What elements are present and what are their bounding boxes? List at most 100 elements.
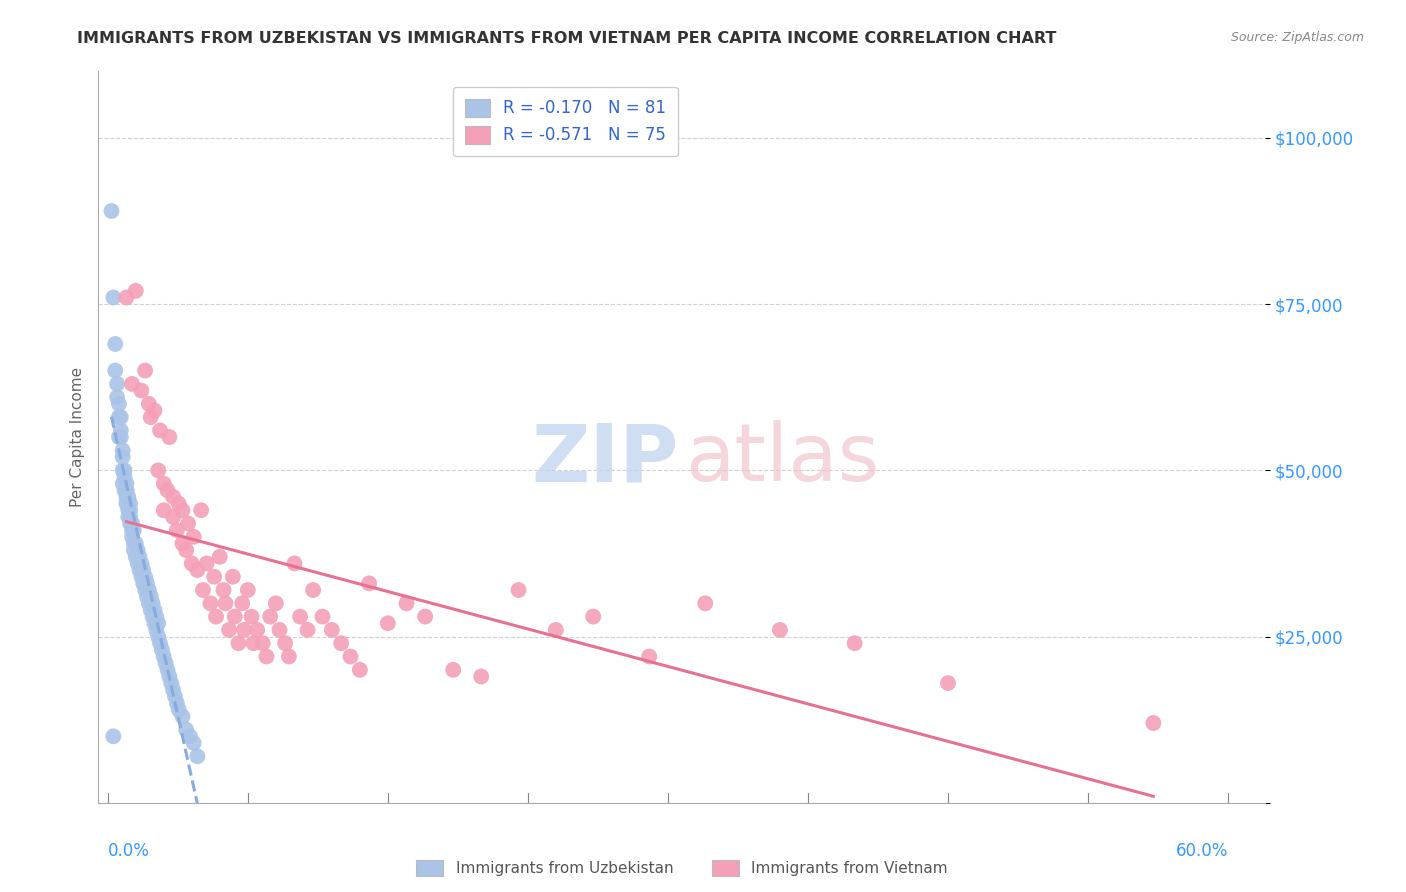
Point	[115, 290, 138, 304]
Point	[131, 570, 153, 584]
Point	[274, 636, 297, 650]
Text: ZIP: ZIP	[531, 420, 679, 498]
Point	[117, 509, 139, 524]
Point	[136, 590, 159, 604]
Point	[177, 516, 200, 531]
Point	[160, 676, 183, 690]
Point	[111, 463, 134, 477]
Point	[191, 582, 214, 597]
Text: Source: ZipAtlas.com: Source: ZipAtlas.com	[1230, 31, 1364, 45]
Point	[242, 636, 264, 650]
Point	[142, 596, 165, 610]
Text: atlas: atlas	[685, 420, 880, 498]
Point	[117, 503, 139, 517]
Point	[172, 503, 194, 517]
Point	[143, 603, 166, 617]
Point	[115, 476, 138, 491]
Point	[152, 649, 174, 664]
Point	[103, 729, 125, 743]
Point	[120, 516, 142, 531]
Point	[134, 582, 156, 597]
Point	[114, 470, 136, 484]
Y-axis label: Per Capita Income: Per Capita Income	[69, 367, 84, 508]
Point	[156, 483, 179, 498]
Point	[413, 609, 436, 624]
Point	[212, 582, 235, 597]
Point	[111, 476, 134, 491]
Point	[162, 490, 184, 504]
Point	[117, 497, 139, 511]
Point	[162, 509, 184, 524]
Point	[132, 576, 155, 591]
Point	[143, 616, 166, 631]
Point	[183, 736, 205, 750]
Point	[125, 284, 148, 298]
Point	[256, 649, 278, 664]
Point	[240, 609, 263, 624]
Point	[115, 483, 138, 498]
Point	[470, 669, 492, 683]
Point	[186, 749, 208, 764]
Point	[121, 523, 143, 537]
Point	[138, 582, 160, 597]
Point	[110, 430, 132, 444]
Point	[349, 663, 371, 677]
Point	[172, 536, 194, 550]
Point	[105, 390, 128, 404]
Point	[139, 590, 162, 604]
Point	[283, 557, 305, 571]
Point	[131, 384, 153, 398]
Point	[166, 523, 188, 537]
Point	[163, 690, 186, 704]
Point	[121, 376, 143, 391]
Point	[128, 563, 150, 577]
Point	[222, 570, 245, 584]
Point	[844, 636, 866, 650]
Point	[377, 616, 399, 631]
Point	[302, 582, 325, 597]
Point	[138, 397, 160, 411]
Point	[330, 636, 353, 650]
Point	[127, 543, 149, 558]
Point	[441, 663, 464, 677]
Point	[122, 543, 145, 558]
Point	[152, 476, 174, 491]
Point	[152, 503, 174, 517]
Point	[134, 363, 156, 377]
Point	[288, 609, 311, 624]
Point	[172, 709, 194, 723]
Point	[108, 430, 131, 444]
Point	[195, 557, 218, 571]
Point	[208, 549, 231, 564]
Point	[174, 543, 197, 558]
Point	[114, 483, 136, 498]
Point	[236, 582, 259, 597]
Point	[339, 649, 361, 664]
Point	[183, 530, 205, 544]
Point	[108, 410, 131, 425]
Point	[167, 497, 190, 511]
Point	[252, 636, 274, 650]
Point	[277, 649, 299, 664]
Point	[122, 536, 145, 550]
Point	[202, 570, 225, 584]
Point	[132, 563, 155, 577]
Point	[174, 723, 197, 737]
Point	[128, 549, 150, 564]
Point	[104, 337, 127, 351]
Point	[105, 376, 128, 391]
Point	[121, 516, 143, 531]
Point	[180, 557, 202, 571]
Point	[162, 682, 184, 697]
Point	[145, 609, 167, 624]
Point	[143, 403, 166, 417]
Point	[638, 649, 661, 664]
Point	[508, 582, 530, 597]
Point	[136, 576, 159, 591]
Point	[125, 536, 148, 550]
Point	[205, 609, 228, 624]
Point	[157, 430, 180, 444]
Point	[146, 463, 169, 477]
Point	[769, 623, 792, 637]
Point	[246, 623, 269, 637]
